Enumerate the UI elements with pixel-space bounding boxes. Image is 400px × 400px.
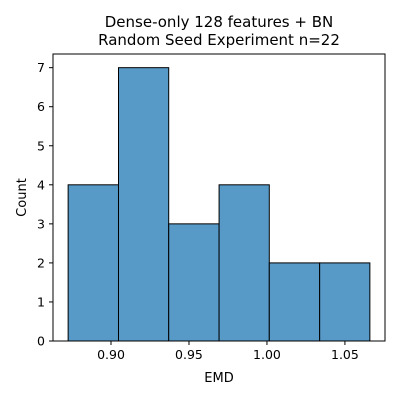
y-tick-label: 5 bbox=[37, 138, 45, 153]
x-axis-ticks: 0.90 0.95 1.00 1.05 bbox=[97, 341, 359, 362]
y-tick-label: 3 bbox=[37, 216, 45, 231]
y-tick-label: 6 bbox=[37, 99, 45, 114]
x-axis-label: EMD bbox=[204, 371, 233, 386]
y-tick-label: 0 bbox=[37, 334, 45, 349]
y-axis-ticks: 0 1 2 3 4 5 6 7 bbox=[37, 60, 53, 349]
chart-title-line-1: Dense-only 128 features + BN bbox=[105, 13, 334, 31]
y-tick-label: 2 bbox=[37, 255, 45, 270]
histogram-bar-2 bbox=[168, 223, 220, 342]
chart-title: Dense-only 128 features + BN Random Seed… bbox=[98, 13, 340, 49]
y-axis-label: Count bbox=[15, 178, 30, 217]
x-tick-label: 0.95 bbox=[175, 347, 203, 362]
y-tick-label: 7 bbox=[37, 60, 45, 75]
histogram-bars bbox=[67, 67, 371, 342]
x-tick-label: 0.90 bbox=[97, 347, 125, 362]
y-tick-label: 1 bbox=[37, 294, 45, 309]
histogram-bar-0 bbox=[67, 184, 119, 342]
chart-title-line-2: Random Seed Experiment n=22 bbox=[98, 31, 340, 49]
histogram-bar-3 bbox=[218, 184, 270, 342]
x-tick-label: 1.05 bbox=[331, 347, 359, 362]
histogram-bar-1 bbox=[117, 67, 170, 342]
histogram-bar-5 bbox=[319, 262, 371, 342]
plot-frame bbox=[52, 53, 386, 342]
y-tick-label: 4 bbox=[37, 177, 45, 192]
x-tick-label: 1.00 bbox=[253, 347, 281, 362]
histogram-bar-4 bbox=[268, 262, 321, 342]
